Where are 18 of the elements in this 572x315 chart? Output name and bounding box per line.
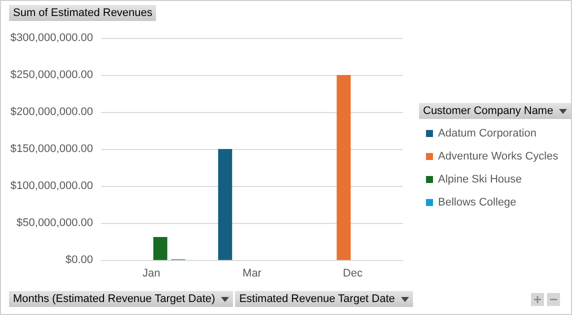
y-tick-label: $250,000,000.00 bbox=[10, 69, 93, 81]
y-tick-label: $0.00 bbox=[65, 254, 93, 266]
text: Months (Estimated Revenue Target Date) bbox=[13, 293, 216, 305]
legend-label: Adventure Works Cycles bbox=[438, 150, 559, 162]
y-tick-label: $300,000,000.00 bbox=[10, 32, 93, 44]
y-tick-label: $50,000,000.00 bbox=[16, 217, 93, 229]
text: Estimated Revenue Target Date bbox=[239, 293, 395, 305]
legend-title: Customer Company Name bbox=[423, 105, 554, 117]
y-tick-label: $200,000,000.00 bbox=[10, 106, 93, 118]
chart-title: Sum of Estimated Revenues bbox=[13, 7, 152, 19]
y-tick-label: $100,000,000.00 bbox=[10, 180, 93, 192]
x-tick-label: Jan bbox=[142, 268, 160, 280]
legend-label: Alpine Ski House bbox=[438, 174, 522, 186]
x-tick-label: Mar bbox=[242, 268, 262, 280]
y-tick-label: $150,000,000.00 bbox=[10, 143, 93, 155]
x-tick-label: Dec bbox=[342, 268, 363, 280]
legend-label: Adatum Corporation bbox=[438, 128, 536, 140]
legend-label: Bellows College bbox=[438, 196, 516, 208]
